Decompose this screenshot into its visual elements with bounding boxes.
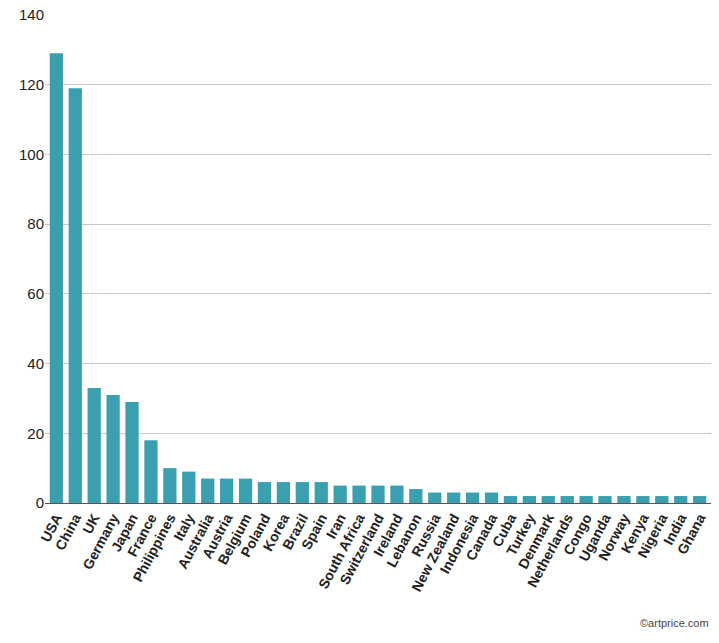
- svg-text:Australia: Australia: [174, 511, 216, 572]
- svg-text:140: 140: [19, 6, 44, 23]
- svg-text:120: 120: [19, 76, 44, 93]
- svg-text:Ghana: Ghana: [674, 511, 709, 557]
- svg-text:Kenya: Kenya: [618, 511, 652, 556]
- svg-text:USA: USA: [37, 511, 65, 545]
- svg-text:0: 0: [36, 494, 44, 511]
- svg-text:Germany: Germany: [79, 511, 122, 572]
- svg-text:Spain: Spain: [298, 511, 330, 552]
- svg-text:Iran: Iran: [323, 511, 349, 541]
- svg-text:Indonesia: Indonesia: [437, 511, 482, 576]
- svg-text:South Africa: South Africa: [315, 511, 368, 592]
- svg-text:©artprice.com: ©artprice.com: [640, 617, 709, 629]
- svg-text:France: France: [124, 511, 160, 559]
- svg-text:India: India: [660, 511, 690, 548]
- svg-text:20: 20: [27, 425, 44, 442]
- svg-text:Norway: Norway: [595, 511, 633, 563]
- svg-text:60: 60: [27, 285, 44, 302]
- svg-text:40: 40: [27, 355, 44, 372]
- svg-text:Switzerland: Switzerland: [336, 511, 387, 587]
- svg-text:UK: UK: [79, 511, 103, 536]
- svg-text:Uganda: Uganda: [576, 511, 614, 564]
- svg-text:Poland: Poland: [237, 511, 273, 560]
- svg-text:Philippines: Philippines: [130, 511, 179, 585]
- svg-text:Italy: Italy: [170, 511, 197, 543]
- svg-text:China: China: [52, 511, 84, 553]
- svg-text:Netherlands: Netherlands: [524, 511, 576, 590]
- svg-text:Congo: Congo: [560, 511, 595, 558]
- svg-text:New Zealand: New Zealand: [408, 511, 462, 594]
- svg-text:100: 100: [19, 146, 44, 163]
- svg-text:80: 80: [27, 215, 44, 232]
- svg-text:Russia: Russia: [408, 511, 444, 559]
- svg-text:Austria: Austria: [199, 511, 236, 561]
- svg-text:Ireland: Ireland: [370, 511, 406, 559]
- svg-text:Belgium: Belgium: [214, 511, 254, 567]
- svg-text:Cuba: Cuba: [489, 511, 520, 550]
- svg-text:Korea: Korea: [259, 511, 292, 554]
- svg-text:Brazil: Brazil: [279, 511, 311, 552]
- svg-text:Lebanon: Lebanon: [383, 511, 425, 570]
- svg-text:Canada: Canada: [462, 511, 500, 563]
- svg-text:Denmark: Denmark: [515, 511, 557, 572]
- svg-text:Japan: Japan: [108, 511, 141, 554]
- svg-text:Nigeria: Nigeria: [634, 511, 671, 561]
- svg-text:Turkey: Turkey: [503, 511, 538, 558]
